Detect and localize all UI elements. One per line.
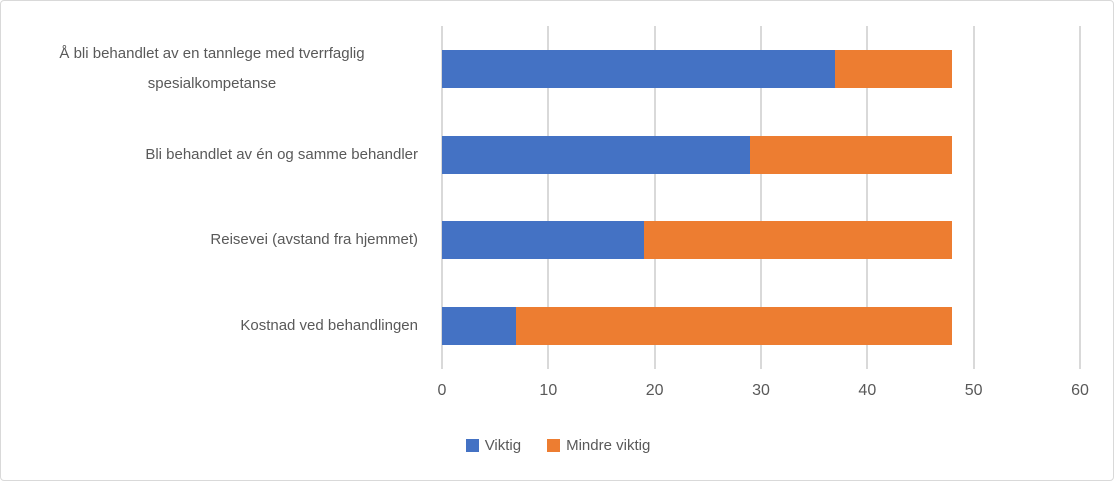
category-label: Bli behandlet av én og samme behandler [6,140,418,170]
legend-swatch-icon [465,438,479,452]
bar-row [442,135,953,174]
category-label-text: Å bli behandlet av en tannlege med tverr… [59,44,365,92]
bar-row [442,307,953,346]
gridline-0 [441,26,443,369]
category-label: Reisevei (avstand fra hjemmet) [6,225,418,255]
category-label-text: Bli behandlet av én og samme behandler [145,145,418,163]
bar-segment-viktig [442,221,645,260]
bar-segment-viktig [442,135,751,174]
gridline-20 [653,26,656,369]
x-tick-label-10: 10 [539,382,558,399]
legend-swatch-icon [547,438,561,452]
gridline-30 [760,26,762,369]
x-tick-label-50: 50 [964,382,983,399]
legend-item-mindre-viktig: Mindre viktig [547,437,650,454]
legend-item-viktig: Viktig [465,436,522,454]
legend-label: Mindre viktig [566,436,651,454]
x-axis: 0 10 20 30 40 50 60 [1,382,1113,404]
bar-row [442,49,953,88]
category-label: Å bli behandlet av en tannlege med tverr… [6,39,418,99]
category-label: Kostnad ved behandlingen [6,311,418,341]
legend-label: Viktig [484,436,522,454]
bar-row [442,221,953,260]
gridline-60 [1079,26,1081,369]
x-tick-label-40: 40 [858,382,877,399]
gridline-40 [866,26,869,369]
category-label-text: Reisevei (avstand fra hjemmet) [210,231,418,249]
gridline-50 [972,26,975,369]
gridline-10 [547,26,550,369]
x-tick-label-20: 20 [645,382,664,399]
bar-segment-viktig [442,307,517,346]
bar-segment-mindre-viktig [644,221,953,260]
x-tick-label-0: 0 [437,382,447,399]
x-tick-label-60: 60 [1071,382,1089,399]
bar-segment-mindre-viktig [835,49,953,88]
bar-segment-mindre-viktig [750,135,953,174]
x-tick-label-30: 30 [752,382,770,399]
bar-segment-mindre-viktig [516,307,953,346]
category-label-text: Kostnad ved behandlingen [240,317,418,335]
bar-segment-viktig [442,49,836,88]
legend: Viktig Mindre viktig [1,434,1113,456]
